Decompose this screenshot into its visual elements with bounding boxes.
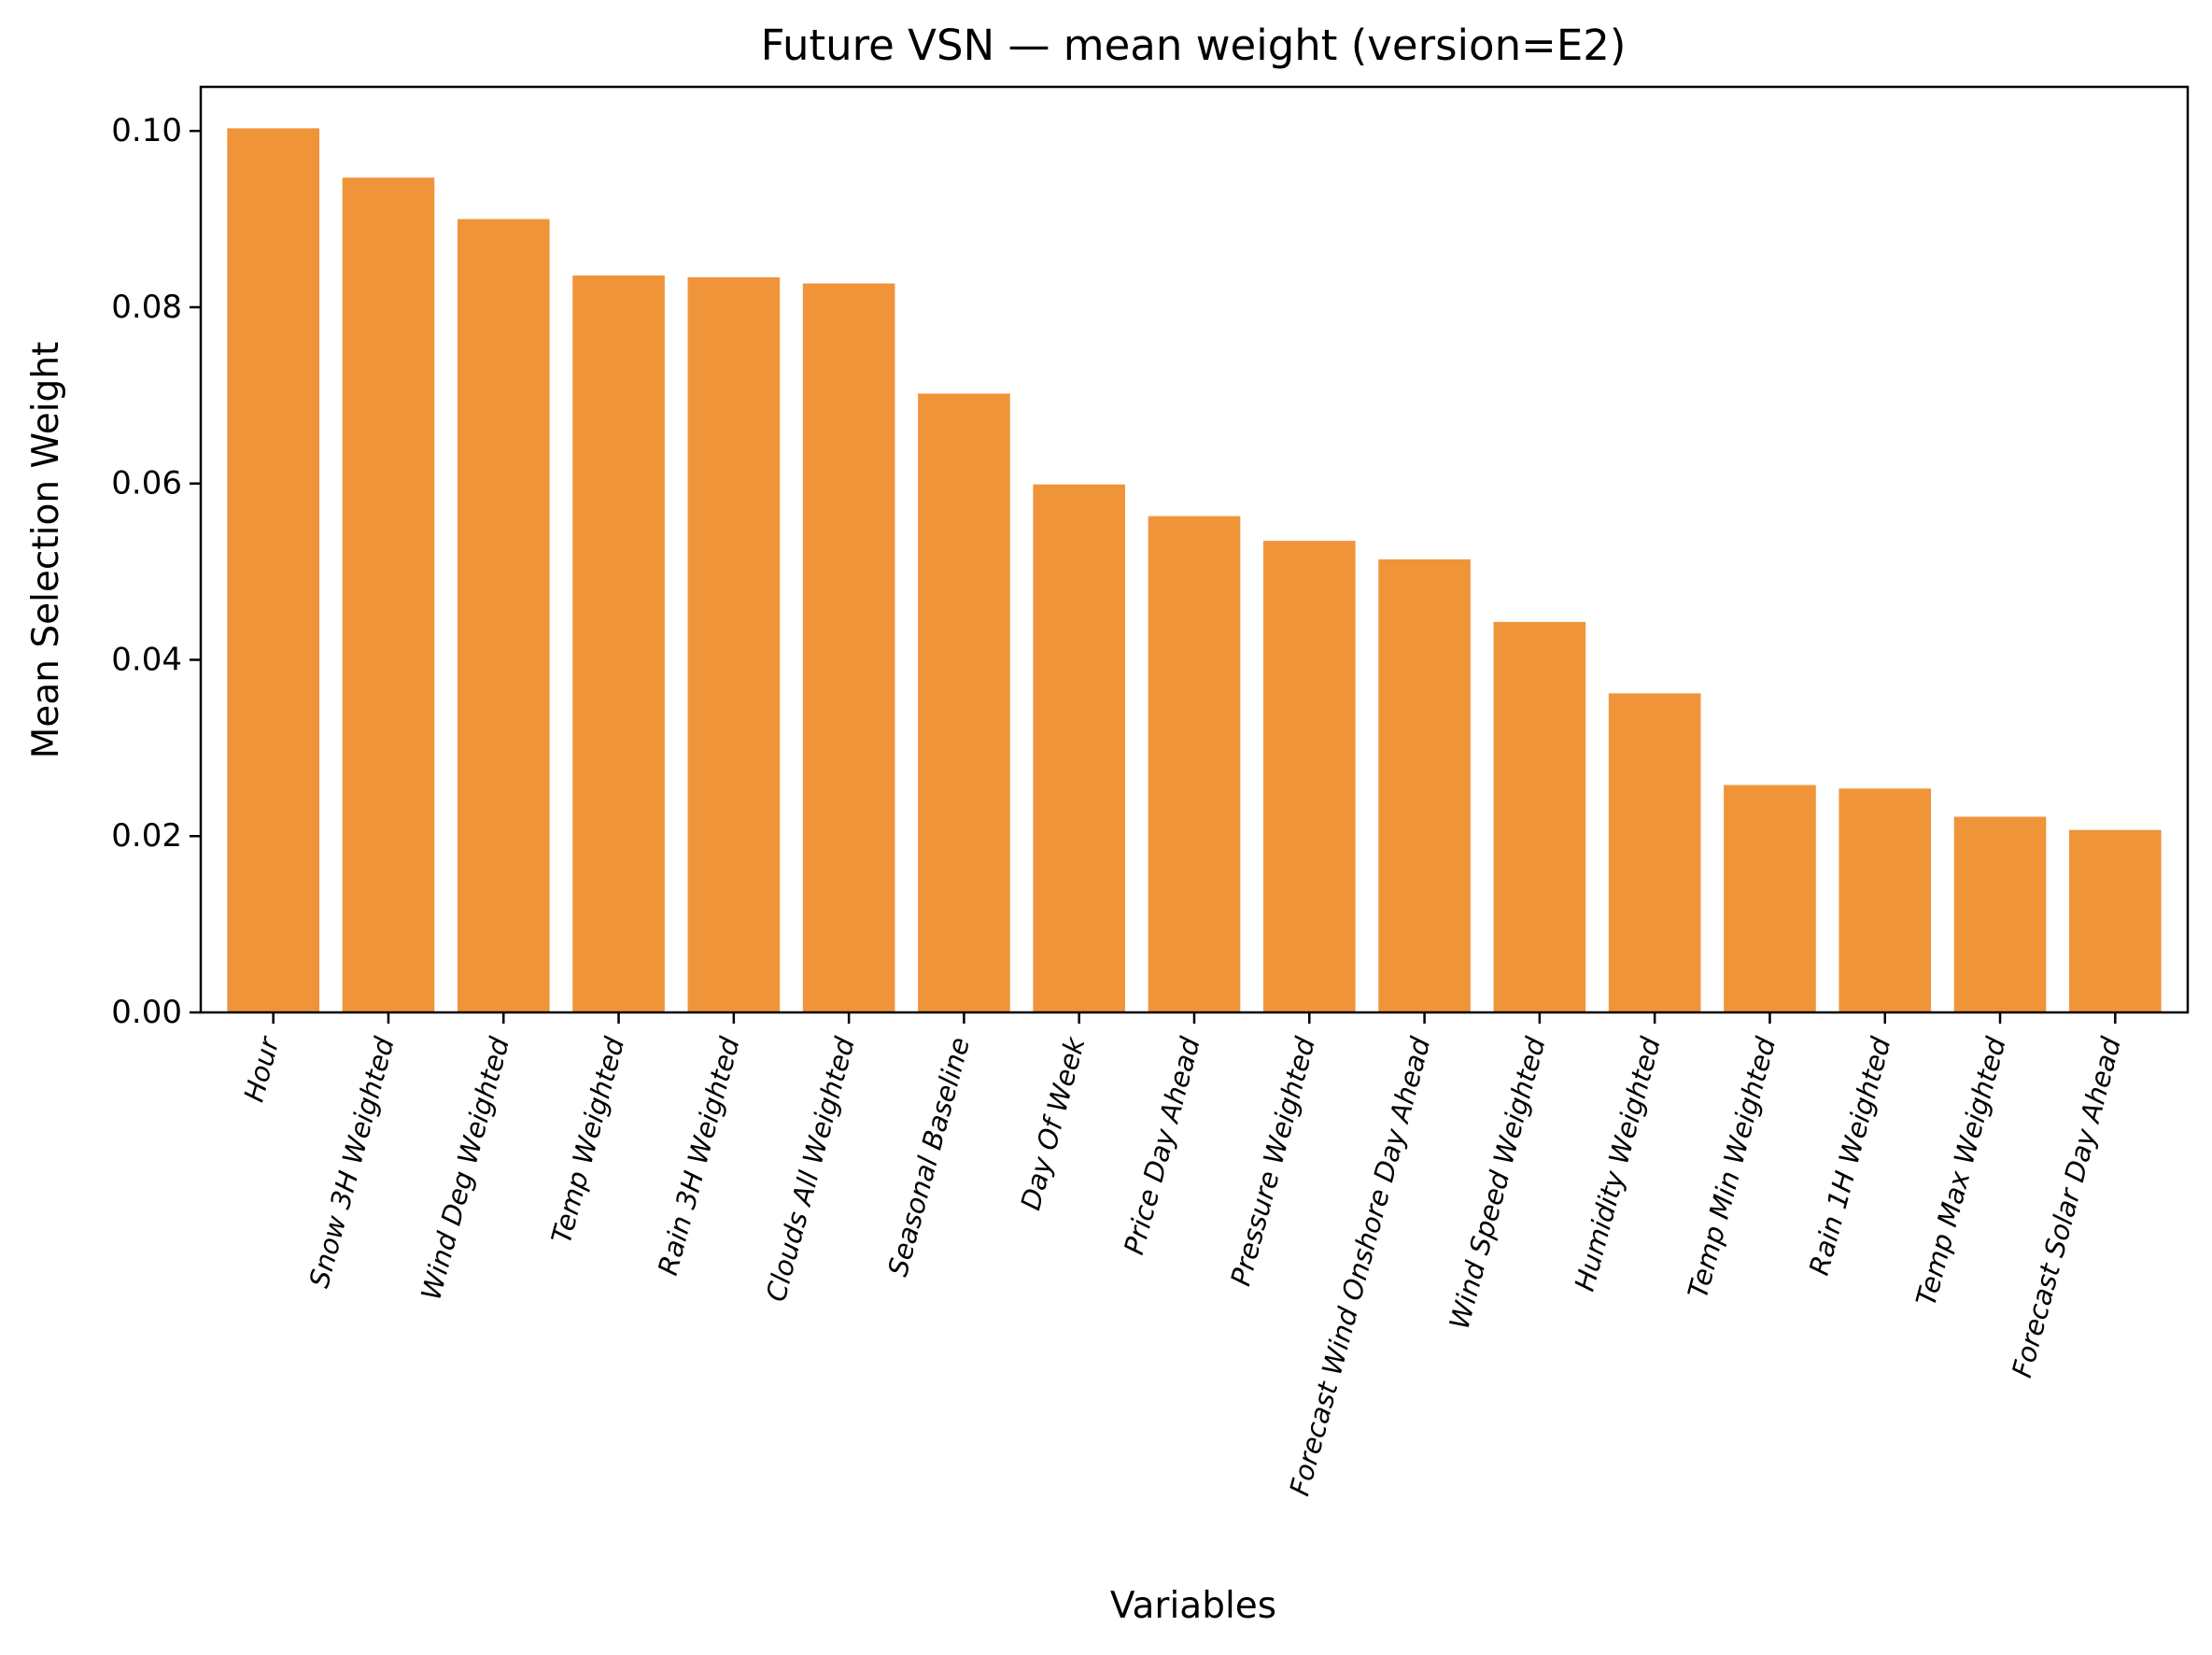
y-tick-label: 0.06 bbox=[111, 465, 182, 502]
bar bbox=[1262, 541, 1356, 1012]
bar bbox=[1953, 816, 2047, 1012]
chart-title: Future VSN — mean weight (version=E2) bbox=[761, 21, 1627, 70]
bar bbox=[1033, 484, 1126, 1012]
y-tick-label: 0.04 bbox=[111, 641, 182, 678]
y-axis: 0.00 0.02 0.04 0.06 0.08 0.10 bbox=[111, 112, 201, 1031]
bar bbox=[1608, 693, 1701, 1012]
bar bbox=[572, 275, 665, 1013]
bar bbox=[687, 276, 781, 1012]
bar bbox=[918, 393, 1010, 1012]
y-tick-label: 0.10 bbox=[111, 112, 182, 149]
bar bbox=[802, 283, 895, 1013]
y-tick-label: 0.00 bbox=[111, 994, 182, 1031]
bar bbox=[1493, 621, 1586, 1012]
bar bbox=[227, 128, 319, 1013]
y-tick-label: 0.02 bbox=[111, 817, 182, 855]
bars-group bbox=[227, 128, 2162, 1013]
bar bbox=[1148, 516, 1241, 1012]
bar bbox=[2069, 829, 2162, 1012]
bar bbox=[1724, 785, 1816, 1012]
bar bbox=[457, 219, 550, 1012]
x-axis-label: Variables bbox=[1110, 1585, 1276, 1627]
bar bbox=[1839, 788, 1932, 1012]
bar bbox=[342, 177, 435, 1012]
bar bbox=[1378, 559, 1471, 1012]
y-tick-label: 0.08 bbox=[111, 289, 182, 326]
y-axis-label: Mean Selection Weight bbox=[25, 342, 67, 759]
